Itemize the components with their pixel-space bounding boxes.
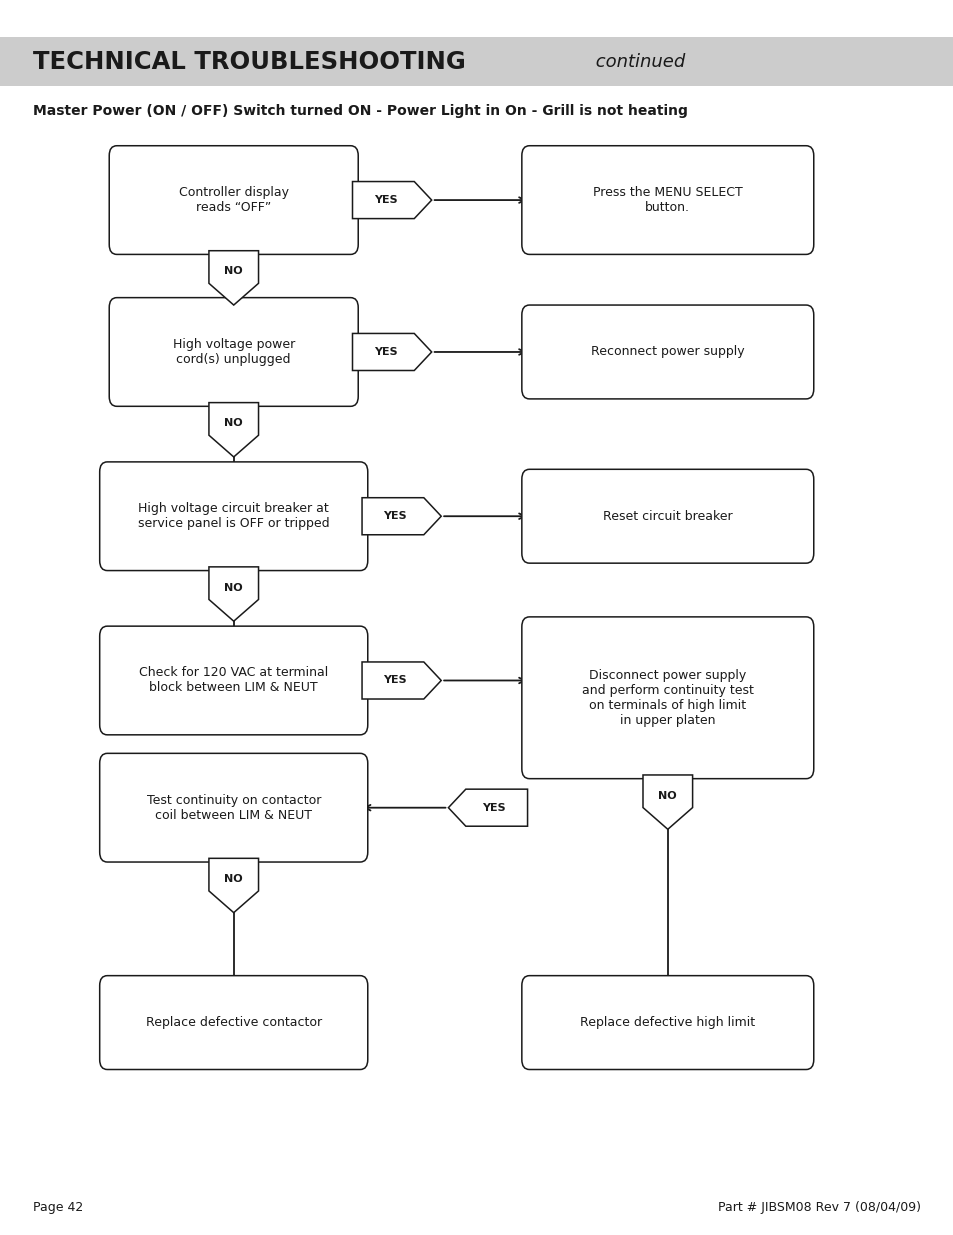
Text: YES: YES	[383, 511, 407, 521]
Text: NO: NO	[658, 790, 677, 800]
FancyBboxPatch shape	[99, 462, 367, 571]
Polygon shape	[642, 776, 692, 830]
Text: Controller display
reads “OFF”: Controller display reads “OFF”	[178, 186, 289, 214]
FancyBboxPatch shape	[109, 298, 358, 406]
Text: Master Power (ON / OFF) Switch turned ON - Power Light in On - Grill is not heat: Master Power (ON / OFF) Switch turned ON…	[33, 104, 687, 119]
Polygon shape	[209, 403, 258, 457]
Text: High voltage circuit breaker at
service panel is OFF or tripped: High voltage circuit breaker at service …	[138, 503, 329, 530]
Text: High voltage power
cord(s) unplugged: High voltage power cord(s) unplugged	[172, 338, 294, 366]
Text: TECHNICAL TROUBLESHOOTING: TECHNICAL TROUBLESHOOTING	[33, 49, 466, 74]
Text: YES: YES	[374, 195, 397, 205]
Text: Replace defective high limit: Replace defective high limit	[579, 1016, 755, 1029]
FancyBboxPatch shape	[521, 305, 813, 399]
FancyBboxPatch shape	[521, 976, 813, 1070]
Polygon shape	[361, 662, 440, 699]
Text: Check for 120 VAC at terminal
block between LIM & NEUT: Check for 120 VAC at terminal block betw…	[139, 667, 328, 694]
FancyBboxPatch shape	[0, 37, 953, 86]
Text: NO: NO	[224, 874, 243, 884]
Polygon shape	[448, 789, 527, 826]
Text: YES: YES	[374, 347, 397, 357]
Text: Reset circuit breaker: Reset circuit breaker	[602, 510, 732, 522]
Text: continued: continued	[589, 53, 684, 70]
Text: Disconnect power supply
and perform continuity test
on terminals of high limit
i: Disconnect power supply and perform cont…	[581, 669, 753, 726]
Text: Reconnect power supply: Reconnect power supply	[590, 346, 744, 358]
Text: YES: YES	[482, 803, 506, 813]
FancyBboxPatch shape	[521, 469, 813, 563]
Text: YES: YES	[383, 676, 407, 685]
Polygon shape	[209, 858, 258, 913]
Polygon shape	[352, 333, 431, 370]
Text: Page 42: Page 42	[33, 1202, 84, 1214]
FancyBboxPatch shape	[99, 976, 367, 1070]
Polygon shape	[352, 182, 431, 219]
FancyBboxPatch shape	[521, 618, 813, 779]
Text: NO: NO	[224, 419, 243, 429]
Polygon shape	[209, 567, 258, 621]
Polygon shape	[361, 498, 440, 535]
Text: Press the MENU SELECT
button.: Press the MENU SELECT button.	[593, 186, 741, 214]
Text: NO: NO	[224, 583, 243, 593]
FancyBboxPatch shape	[99, 753, 367, 862]
Polygon shape	[209, 251, 258, 305]
FancyBboxPatch shape	[99, 626, 367, 735]
FancyBboxPatch shape	[109, 146, 358, 254]
Text: Test continuity on contactor
coil between LIM & NEUT: Test continuity on contactor coil betwee…	[147, 794, 320, 821]
Text: Replace defective contactor: Replace defective contactor	[146, 1016, 321, 1029]
Text: Part # JIBSM08 Rev 7 (08/04/09): Part # JIBSM08 Rev 7 (08/04/09)	[717, 1202, 920, 1214]
FancyBboxPatch shape	[521, 146, 813, 254]
Text: NO: NO	[224, 267, 243, 277]
